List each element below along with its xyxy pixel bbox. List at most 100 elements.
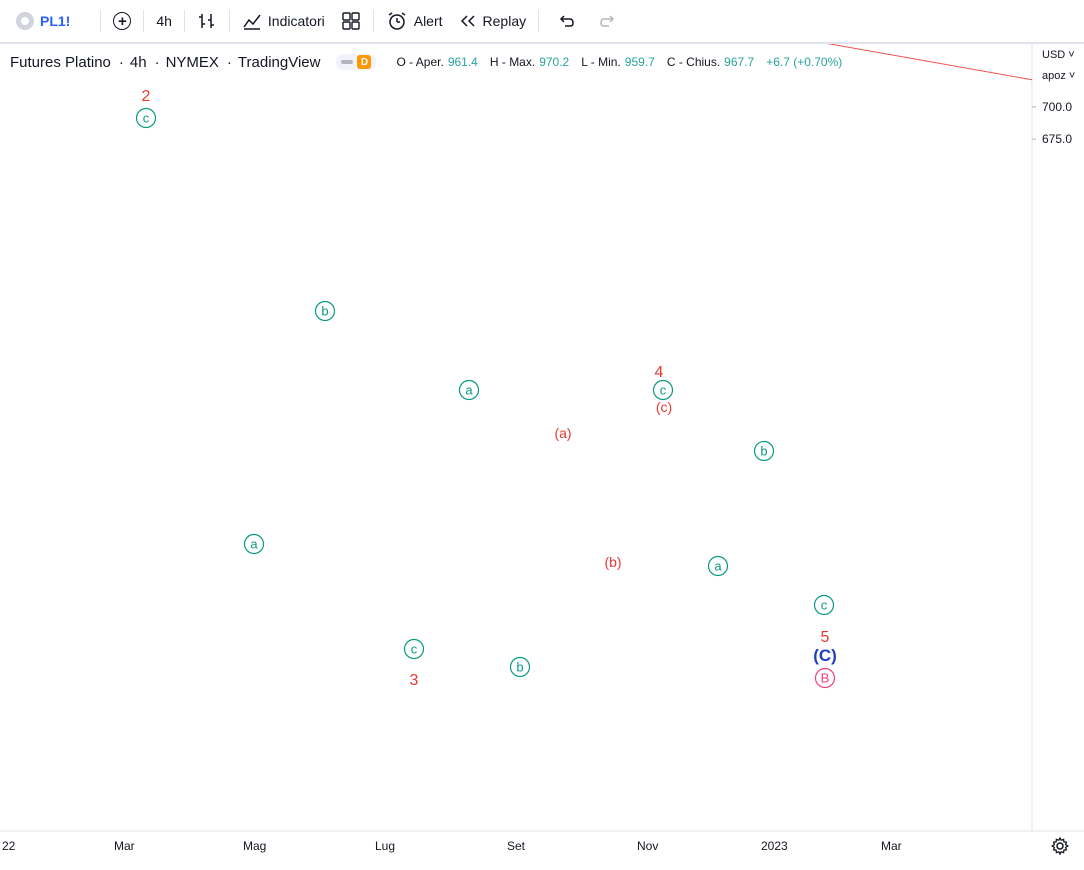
replay-button[interactable]: Replay [451,5,535,37]
time-axis-label: Set [507,839,526,853]
wave-label: c [660,383,667,398]
wave-circle [753,440,775,462]
wave-label: (a) [554,425,571,441]
currency-button[interactable]: USD ˅ [1042,49,1075,61]
low-label: L - Min. [581,55,621,69]
time-axis-label: 22 [2,839,16,853]
wave-circle [314,300,336,322]
close-label: C - Chius. [666,55,721,69]
market-status-icon [341,60,354,64]
chevron-down-icon: ˅ [1068,49,1075,61]
price-tick-label: 700.0 [1042,100,1072,114]
bar-style-icon [198,14,214,28]
wave-label: b [321,304,328,319]
replay-icon [460,15,475,27]
wave-circle [813,594,835,616]
legend-separator: · [118,53,124,71]
toolbar-divider [372,10,374,32]
wave-label: B [821,671,830,686]
legend-source: TradingView [237,53,321,71]
time-axis-label: Mag [243,839,266,853]
wave-label: c [411,642,418,657]
undo-button[interactable] [549,5,583,37]
layout-button[interactable] [333,5,369,37]
chart-area[interactable]: 700.0675.022MarMagLugSetNov2023MarPLF202… [0,44,1084,870]
time-axis-label: Nov [637,839,658,853]
toolbar-divider [538,10,540,32]
toolbar-divider [183,10,185,32]
time-axis-label: Lug [375,839,395,853]
wave-label: 4 [655,364,664,381]
high-label: H - Max. [489,55,536,69]
chevron-down-icon: ˅ [1068,70,1076,82]
toolbar-divider [143,10,145,32]
alert-clock-icon [388,12,406,30]
compare-button[interactable]: + [105,5,139,37]
trendline-lower[interactable] [0,44,1033,81]
time-axis-label: Mar [881,839,902,853]
top-toolbar: PL1! + 4h Indicatori [0,0,1084,44]
time-axis-label: Mar [114,839,135,853]
undo-icon [560,15,574,27]
wave-label: 2 [142,88,151,105]
wave-label: a [250,537,258,552]
wave-label: 3 [410,672,419,689]
scale-mode-label: apoz [1042,70,1066,82]
currency-label: USD [1042,49,1066,61]
indicators-icon [243,14,261,30]
chart-style-button[interactable] [189,5,225,37]
legend-title: Futures Platino [10,53,111,71]
legend-interval: 4h [129,53,147,71]
wave-circle [403,638,425,660]
wave-label: (b) [604,554,621,570]
chart-legend: Futures Platino · 4h · NYMEX · TradingVi… [10,52,842,72]
legend-separator: · [154,53,160,71]
wave-label: c [143,111,150,126]
open-value: 961.4 [447,55,478,69]
toolbar-divider [100,10,102,32]
legend-badges[interactable]: D [336,54,377,70]
symbol-search-button[interactable]: PL1! [8,5,78,37]
wave-label: b [516,660,523,675]
wave-label: (c) [656,399,672,415]
indicators-label: Indicatori [267,13,325,29]
low-value: 959.7 [624,55,655,69]
interval-button[interactable]: 4h [148,5,180,37]
time-axis-label: 2023 [761,839,788,853]
wave-label: a [714,559,722,574]
toolbar-divider [228,10,230,32]
redo-button[interactable] [591,5,625,37]
wave-label: b [760,444,767,459]
open-label: O - Aper. [396,55,444,69]
wave-circle [458,379,480,401]
alert-label: Alert [413,13,443,29]
close-value: 967.7 [724,55,755,69]
wave-label: 5 [821,629,830,646]
wave-label: (C) [813,646,837,665]
symbol-label: PL1! [40,13,71,29]
delayed-data-badge: D [357,55,372,69]
wave-circle [814,667,836,689]
gear-icon[interactable] [1050,836,1070,856]
layout-icon [342,12,360,30]
alert-button[interactable]: Alert [378,5,451,37]
legend-separator: · [226,53,232,71]
change-value: +6.7 (+0.70%) [766,55,843,69]
wave-circle [652,379,674,401]
high-value: 970.2 [539,55,570,69]
ohlc-values: O - Aper. 961.4 H - Max. 970.2 L - Min. … [396,55,842,69]
symbol-logo-icon [16,12,34,30]
scale-mode-button[interactable]: apoz ˅ [1042,70,1075,82]
wave-label: c [821,598,828,613]
chart-canvas[interactable]: 700.0675.022MarMagLugSetNov2023MarPLF202… [0,44,1084,870]
replay-label: Replay [482,13,527,29]
indicators-button[interactable]: Indicatori [234,5,333,37]
wave-circle [135,107,157,129]
interval-label: 4h [156,13,172,29]
legend-exchange: NYMEX [165,53,219,71]
wave-circle [509,656,531,678]
add-symbol-icon: + [113,12,132,30]
wave-circle [243,533,265,555]
price-tick-label: 675.0 [1042,132,1072,146]
redo-icon [600,15,615,27]
